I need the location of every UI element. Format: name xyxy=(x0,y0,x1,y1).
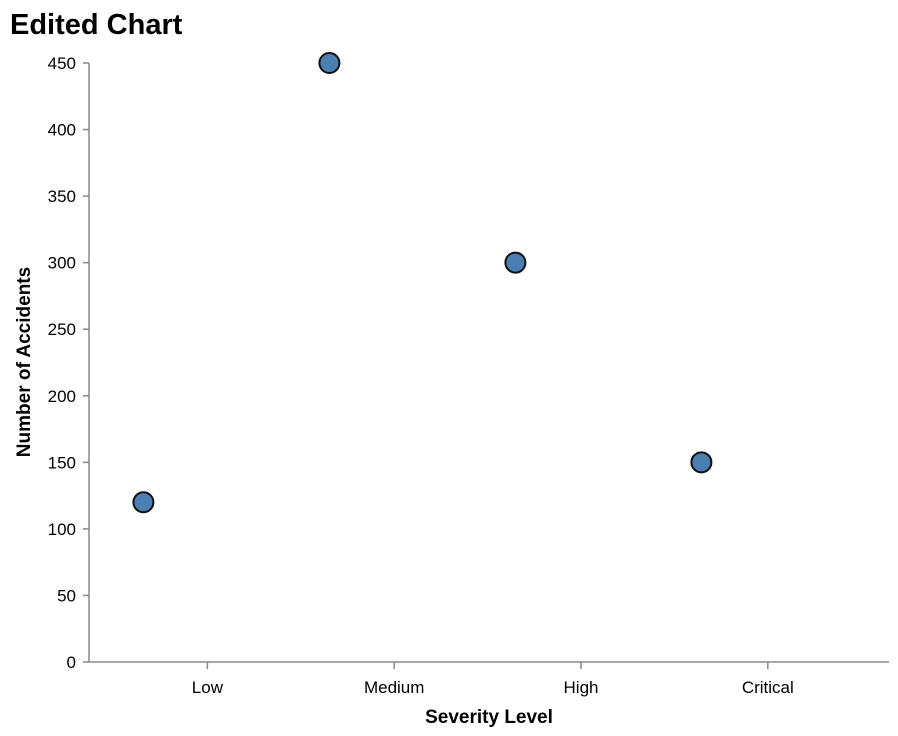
y-tick-label: 200 xyxy=(48,387,76,406)
x-tick-label: Medium xyxy=(364,678,424,697)
x-axis: Low Medium High Critical xyxy=(89,661,889,697)
data-points xyxy=(132,52,713,514)
y-tick-label: 50 xyxy=(57,586,76,605)
y-tick-label: 450 xyxy=(48,54,76,73)
data-point-critical xyxy=(690,451,713,474)
x-tick-label: Critical xyxy=(742,678,794,697)
data-point-medium xyxy=(318,52,341,74)
data-point-high xyxy=(504,251,527,274)
x-tick-label: Low xyxy=(192,678,224,697)
y-tick-label: 100 xyxy=(48,520,76,539)
y-tick-label: 400 xyxy=(48,121,76,140)
y-tick-label: 350 xyxy=(48,187,76,206)
x-tick-label: High xyxy=(564,678,599,697)
chart-title: Edited Chart xyxy=(10,9,183,41)
data-point-low xyxy=(132,491,155,514)
y-tick-label: 300 xyxy=(48,254,76,273)
y-axis: 0 50 100 150 200 250 300 350 400 450 xyxy=(48,54,90,672)
x-axis-title: Severity Level xyxy=(425,707,553,728)
y-axis-title: Number of Accidents xyxy=(14,267,35,457)
y-tick-label: 250 xyxy=(48,320,76,339)
y-tick-label: 150 xyxy=(48,453,76,472)
y-tick-label: 0 xyxy=(67,653,76,672)
